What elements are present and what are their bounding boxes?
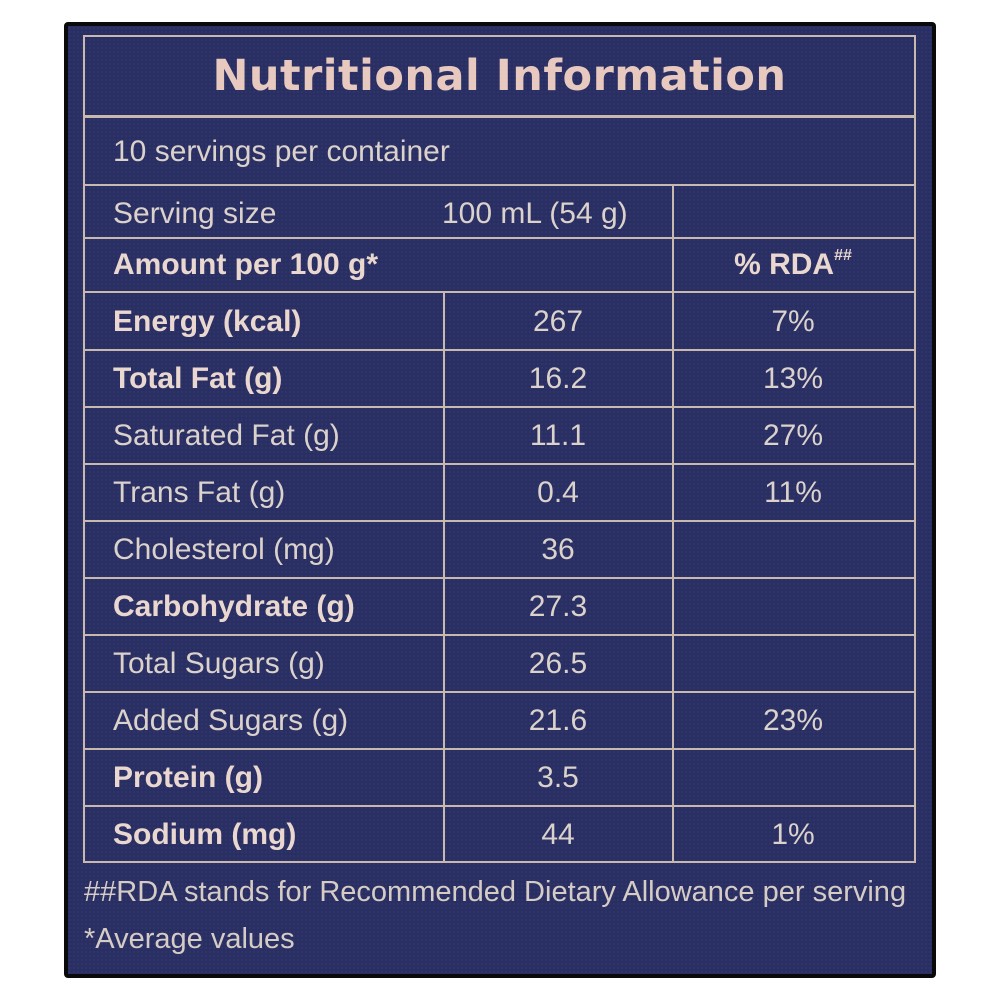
label-title: Nutritional Information	[85, 37, 914, 118]
nutrient-value: 0.4	[537, 476, 579, 509]
divider	[672, 293, 674, 863]
servings-per-container: 10 servings per container	[113, 135, 450, 168]
nutrient-name: Carbohydrate (g)	[113, 590, 355, 623]
divider	[85, 184, 914, 186]
nutrient-name: Protein (g)	[113, 761, 263, 794]
serving-size-label: Serving size	[113, 197, 277, 230]
nutrient-rda: 11%	[764, 476, 822, 509]
nutrient-name: Cholesterol (mg)	[113, 533, 335, 566]
serving-size-value: 100 mL (54 g)	[442, 197, 628, 230]
divider	[85, 805, 914, 807]
nutrient-rda: 1%	[771, 818, 815, 851]
nutrition-label: Nutritional Information 10 servings per …	[64, 22, 936, 978]
nutrient-name: Total Fat (g)	[113, 362, 283, 395]
divider	[443, 293, 445, 863]
nutrient-value: 21.6	[528, 704, 588, 737]
divider	[85, 520, 914, 522]
divider	[85, 349, 914, 351]
nutrient-name: Added Sugars (g)	[113, 704, 349, 737]
divider	[85, 406, 914, 408]
divider	[85, 577, 914, 579]
nutrient-rda: 23%	[762, 704, 824, 737]
nutrient-name: Sodium (mg)	[113, 818, 297, 851]
divider	[85, 634, 914, 636]
nutrient-name: Saturated Fat (g)	[113, 419, 340, 452]
nutrient-rda: 13%	[762, 362, 824, 395]
nutrient-name: Total Sugars (g)	[113, 647, 325, 680]
divider	[85, 691, 914, 693]
nutrient-rda: 7%	[771, 305, 815, 338]
nutrition-table: Nutritional Information 10 servings per …	[83, 35, 916, 863]
divider	[672, 186, 674, 237]
nutrient-value: 27.3	[528, 590, 588, 623]
divider	[85, 237, 914, 239]
rda-header: % RDA##	[734, 247, 852, 281]
divider	[672, 239, 674, 291]
divider	[85, 748, 914, 750]
nutrient-value: 26.5	[528, 647, 588, 680]
nutrient-value: 36	[541, 533, 575, 566]
nutrient-name: Trans Fat (g)	[113, 476, 286, 509]
nutrient-value: 267	[532, 305, 584, 338]
amount-header: Amount per 100 g*	[113, 248, 379, 281]
footnote-average: *Average values	[84, 923, 295, 955]
nutrient-value: 16.2	[528, 362, 588, 395]
divider	[85, 463, 914, 465]
footnote-rda: ##RDA stands for Recommended Dietary All…	[84, 876, 907, 908]
nutrient-value: 11.1	[529, 419, 587, 452]
nutrient-value: 44	[541, 818, 575, 851]
nutrient-rda: 27%	[762, 419, 824, 452]
divider	[85, 291, 914, 293]
nutrient-name: Energy (kcal)	[113, 305, 302, 338]
nutrient-value: 3.5	[537, 761, 579, 794]
